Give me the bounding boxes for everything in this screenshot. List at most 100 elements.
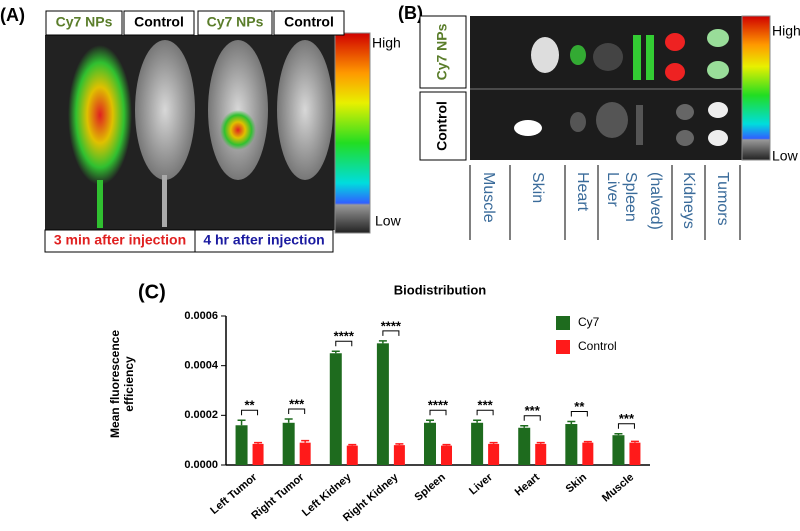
caption: 4 hr after injection xyxy=(203,232,324,248)
header-box xyxy=(45,10,123,36)
error-bar xyxy=(473,419,482,423)
mouse xyxy=(135,40,195,180)
organs xyxy=(514,29,729,146)
bar xyxy=(346,445,358,465)
error-bar xyxy=(395,443,404,446)
legend-label: Control xyxy=(578,339,617,353)
significance-bracket xyxy=(241,409,259,416)
bar xyxy=(424,422,436,465)
header: Control xyxy=(134,14,184,30)
significance-bracket xyxy=(288,408,306,415)
significance-bracket xyxy=(429,409,447,416)
panel-label: (C) xyxy=(138,281,166,303)
bar xyxy=(565,424,578,465)
colorbar xyxy=(741,15,771,161)
error-bar xyxy=(284,418,293,423)
caption: 3 min after injection xyxy=(54,232,186,248)
image-b xyxy=(470,16,742,160)
chart-title: Biodistribution xyxy=(394,282,486,297)
mouse xyxy=(277,40,333,180)
bar xyxy=(441,445,452,465)
bar xyxy=(582,442,594,465)
signal xyxy=(220,110,256,150)
significance: *** xyxy=(478,398,494,413)
panel-label: (A) xyxy=(0,5,25,25)
bar xyxy=(535,443,547,465)
column-lines xyxy=(469,165,741,240)
x-tick-label: Skin xyxy=(564,471,590,495)
legend-swatch xyxy=(556,340,570,354)
significance: *** xyxy=(289,396,305,411)
row-box xyxy=(419,15,467,89)
bar xyxy=(376,343,389,465)
error-bar xyxy=(630,440,639,443)
bar xyxy=(299,442,311,465)
scale-high: High xyxy=(372,35,401,51)
colorbar xyxy=(334,32,371,234)
header-box xyxy=(197,10,273,36)
error-bar xyxy=(489,441,498,444)
caption-box xyxy=(194,229,334,253)
significance: *** xyxy=(525,403,541,418)
organ-label: Muscle xyxy=(480,172,497,223)
significance-bracket xyxy=(617,423,635,429)
mouse xyxy=(68,45,132,185)
header: Cy7 NPs xyxy=(207,14,264,30)
significance-bracket xyxy=(570,411,588,417)
error-bar xyxy=(536,441,545,444)
significance: **** xyxy=(381,318,402,333)
y-tick-label: 0.0004 xyxy=(184,360,219,372)
organ-label: Heart xyxy=(574,172,591,212)
error-bar xyxy=(567,420,576,425)
row-label: Control xyxy=(434,101,450,151)
scale-high: High xyxy=(772,23,800,39)
header: Cy7 NPs xyxy=(56,14,113,30)
bar xyxy=(629,442,641,465)
significance-bracket xyxy=(382,330,400,336)
significance-bracket xyxy=(335,340,353,347)
y-axis-label: Mean fluorescence efficiency xyxy=(108,329,136,439)
bar xyxy=(471,422,484,465)
error-bar xyxy=(583,440,592,443)
error-bar xyxy=(254,441,263,444)
significance-bracket xyxy=(476,409,494,416)
organ-label: Spleen xyxy=(622,172,639,222)
bar xyxy=(612,435,625,465)
error-bar xyxy=(520,425,529,428)
bar xyxy=(488,443,500,465)
organ-label: (halved) xyxy=(647,172,664,230)
bar xyxy=(282,422,295,465)
tail xyxy=(97,180,103,228)
header-box xyxy=(273,10,345,36)
row-label: Cy7 NPs xyxy=(434,23,450,80)
x-tick-label: Spleen xyxy=(412,471,448,504)
header-box xyxy=(123,10,195,36)
panel-label: (B) xyxy=(398,3,423,23)
error-bar xyxy=(442,443,451,446)
error-bar xyxy=(614,432,623,436)
scale-low: Low xyxy=(772,148,799,164)
y-tick-label: 0.0000 xyxy=(184,459,218,471)
error-bar xyxy=(378,340,387,344)
bar xyxy=(235,425,248,465)
bar xyxy=(518,427,531,465)
scale-low: Low xyxy=(375,213,402,229)
error-bar xyxy=(426,419,434,423)
error-bar xyxy=(301,439,310,443)
x-tick-label: Heart xyxy=(513,471,543,498)
legend-label: Cy7 xyxy=(578,315,600,329)
x-tick-label: Right Tumor xyxy=(249,471,307,522)
organ-label: Liver xyxy=(604,172,621,207)
bar xyxy=(393,445,405,465)
error-bar xyxy=(237,419,246,426)
legend-swatch xyxy=(556,316,570,330)
significance: ** xyxy=(574,399,585,414)
bar xyxy=(329,353,342,465)
significance: **** xyxy=(428,398,449,413)
y-tick-label: 0.0002 xyxy=(184,409,218,421)
x-tick-label: Muscle xyxy=(600,471,636,504)
header: Control xyxy=(284,14,334,30)
significance: ** xyxy=(244,398,255,413)
